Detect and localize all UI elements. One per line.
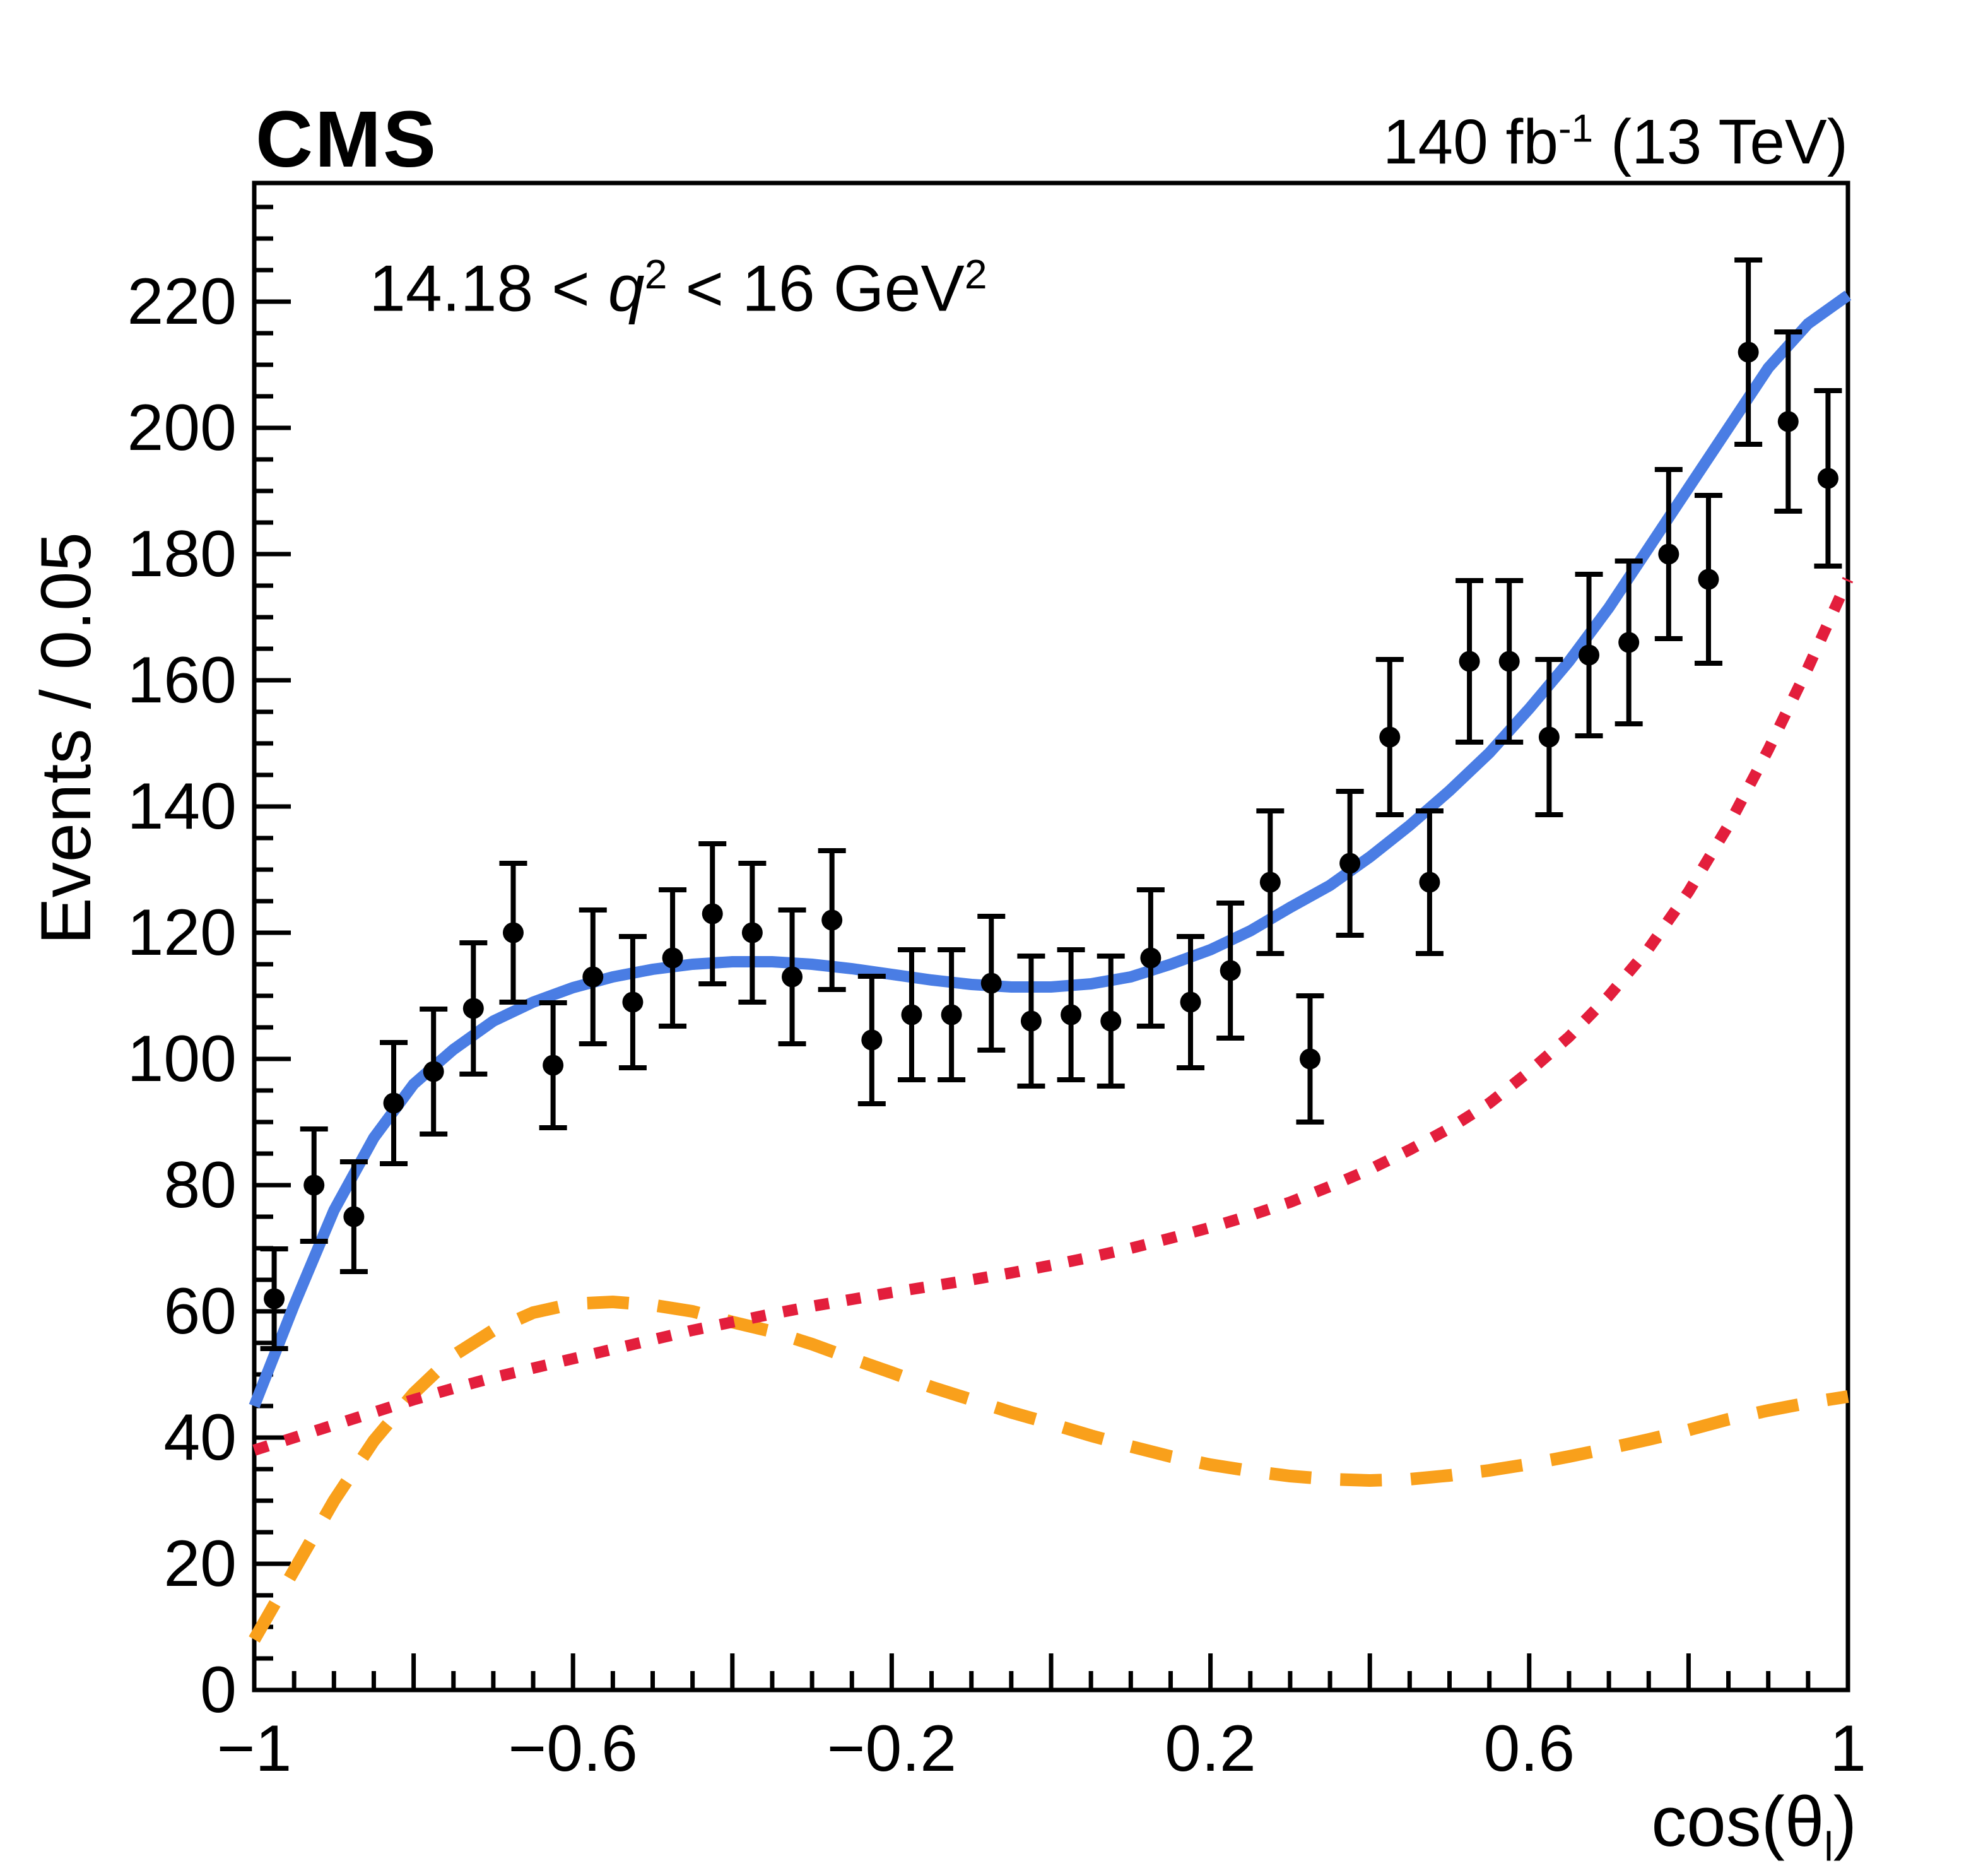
x-tick-label: −0.6 (508, 1712, 638, 1785)
data-point (582, 966, 604, 988)
annotation-mid: < 16 GeV (667, 252, 965, 326)
data-point (1698, 569, 1719, 590)
data-point (1419, 872, 1440, 893)
data-point (1299, 1048, 1320, 1070)
plot-frame (252, 180, 1850, 1693)
annotation-q-exp: 2 (644, 252, 668, 297)
data-point (1579, 644, 1600, 666)
data-point (782, 966, 803, 988)
x-tick-label: 0.2 (1165, 1712, 1256, 1785)
data-point (702, 903, 723, 925)
x-title-pre: cos(θ (1651, 1782, 1825, 1861)
curve-background-component (249, 1295, 1849, 1643)
y-tick-label: 200 (127, 391, 237, 464)
x-title-sub: l (1824, 1823, 1833, 1870)
y-tick-label: 60 (163, 1275, 237, 1348)
data-point (1140, 947, 1162, 969)
y-tick-label: 0 (200, 1653, 237, 1727)
data-point (1379, 726, 1401, 748)
lumi-exponent: -1 (1558, 107, 1594, 151)
data-point (1339, 853, 1361, 874)
data-point (1020, 1010, 1042, 1032)
cms-logo-label: CMS (256, 95, 438, 184)
x-axis-title: cos(θl) (1651, 1781, 1857, 1870)
x-tick-label: 1 (1830, 1712, 1866, 1785)
y-axis-title: Events / 0.05 (26, 532, 105, 945)
data-point (1100, 1010, 1122, 1032)
y-tick-label: 220 (127, 265, 237, 338)
luminosity-label: 140 fb-1 (13 TeV) (1383, 106, 1848, 179)
x-tick-label: −1 (216, 1712, 292, 1785)
curve-total-fit (249, 290, 1852, 1409)
data-point (1538, 726, 1560, 748)
curve-signal-component (252, 577, 1854, 1456)
data-point (1061, 1004, 1082, 1025)
data-point (1738, 341, 1759, 363)
y-tick-label: 120 (127, 896, 237, 969)
lumi-energy: (13 TeV) (1593, 107, 1848, 177)
x-tick-label: 0.6 (1483, 1712, 1575, 1785)
data-point (941, 1004, 962, 1025)
data-point (383, 1092, 404, 1114)
data-point (1777, 411, 1799, 432)
annotation-q: q (608, 252, 645, 326)
lumi-value: 140 fb (1382, 107, 1558, 177)
data-point (343, 1206, 365, 1227)
data-point (821, 909, 843, 931)
y-tick-label: 140 (127, 770, 237, 843)
x-title-post: ) (1833, 1782, 1857, 1861)
data-point (423, 1061, 444, 1082)
annotation-pre: 14.18 < (369, 252, 608, 326)
data-point (1618, 632, 1640, 653)
y-tick-label: 40 (163, 1401, 237, 1474)
data-point (861, 1029, 883, 1051)
data-point (462, 998, 484, 1019)
y-tick-label: 80 (163, 1149, 237, 1222)
data-point (901, 1004, 922, 1025)
x-tick-label: −0.2 (826, 1712, 957, 1785)
annotation-gev-exp: 2 (964, 252, 987, 297)
data-point (502, 922, 524, 943)
data-point (264, 1288, 285, 1309)
q2-range-annotation: 14.18 < q2 < 16 GeV2 (369, 251, 987, 327)
y-tick-label: 20 (163, 1527, 237, 1600)
data-point (1498, 651, 1520, 672)
data-point (1459, 651, 1480, 672)
data-point (622, 991, 644, 1013)
data-point (741, 922, 763, 943)
y-tick-label: 160 (127, 644, 237, 717)
data-point (1220, 960, 1241, 981)
data-point (980, 972, 1002, 994)
data-point (1259, 872, 1281, 893)
data-point (543, 1055, 564, 1076)
data-point (1817, 468, 1838, 489)
data-point (662, 947, 683, 969)
data-point (303, 1174, 325, 1196)
data-point (1180, 991, 1201, 1013)
y-tick-label: 100 (127, 1022, 237, 1096)
y-tick-label: 180 (127, 517, 237, 591)
data-point (1658, 543, 1679, 565)
